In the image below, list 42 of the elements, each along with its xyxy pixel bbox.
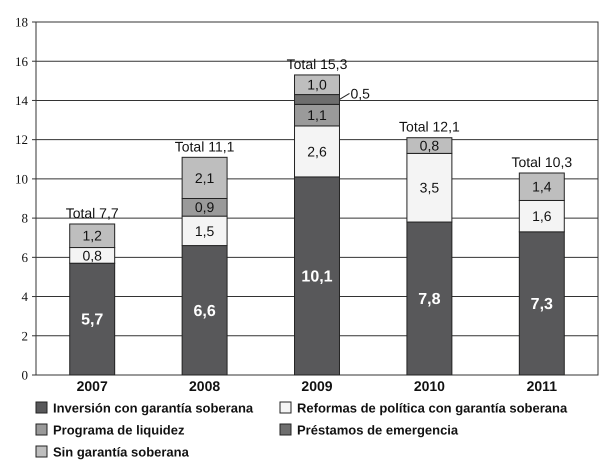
data-label: 7,3 (530, 296, 554, 314)
total-label: Total 7,7 (66, 204, 119, 221)
data-label: 0,9 (194, 199, 215, 216)
x-tick-label: 2008 (189, 378, 220, 394)
total-label: Total 11,1 (174, 138, 235, 154)
data-label: 0,8 (82, 247, 102, 264)
y-tick-label: 6 (22, 250, 28, 265)
legend-label: Programa de liquidez (53, 422, 185, 438)
data-label: 1,5 (194, 222, 215, 239)
legend-label: Reformas de política con garantía soberana (297, 400, 568, 416)
y-tick-label: 12 (15, 132, 28, 148)
y-tick-label: 2 (22, 328, 28, 344)
y-tick-label: 18 (15, 14, 28, 30)
x-tick-label: 2009 (301, 378, 333, 394)
x-tick-label: 2010 (414, 378, 446, 394)
x-tick-label: 2011 (526, 378, 558, 394)
data-label: 0,8 (420, 137, 440, 154)
legend-label: Inversión con garantía soberana (53, 400, 254, 416)
legend-label: Sin garantía soberana (53, 444, 190, 460)
data-label: 6,6 (193, 302, 216, 320)
data-label: 1,2 (82, 228, 102, 244)
y-tick-label: 0 (22, 368, 28, 383)
total-label: Total 12,1 (399, 118, 460, 135)
data-label: 7,8 (418, 291, 441, 308)
y-tick-label: 14 (15, 92, 28, 108)
x-tick-label: 2007 (76, 378, 108, 394)
data-label: 1,0 (307, 76, 327, 93)
data-label: 2,1 (194, 170, 215, 186)
data-label: 1,4 (532, 178, 552, 195)
total-label: Total 10,3 (511, 154, 572, 170)
y-tick-label: 16 (15, 54, 28, 69)
data-label: 1,6 (532, 208, 552, 224)
data-label: 1,1 (307, 107, 327, 124)
data-label: 5,7 (81, 312, 104, 329)
data-label: 3,5 (420, 180, 440, 196)
data-label: 10,1 (301, 268, 333, 286)
y-tick-label: 4 (22, 289, 28, 304)
data-label: 2,6 (307, 143, 327, 160)
y-tick-label: 10 (15, 171, 28, 186)
data-label: 0,5 (350, 85, 370, 102)
legend-label: Préstamos de emergencia (297, 422, 459, 438)
y-tick-label: 8 (22, 210, 28, 226)
